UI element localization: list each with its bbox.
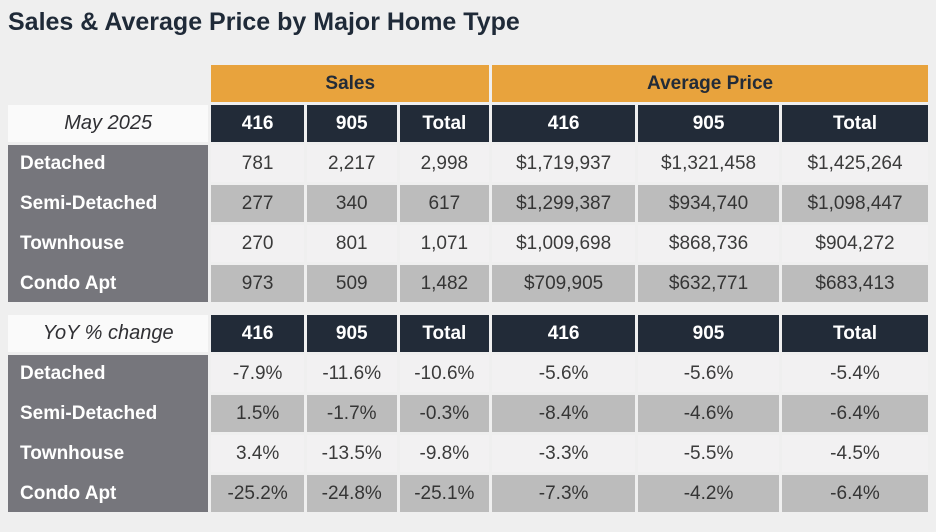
data-cell: -5.6% [638,355,779,392]
data-cell: $683,413 [782,265,928,302]
data-cell: 1.5% [211,395,304,432]
data-cell: $904,272 [782,225,928,262]
data-cell: 1,482 [399,265,490,302]
group-header-row: Sales Average Price [8,65,928,102]
sales-average-price-table: Sales Average Price May 2025 416 905 Tot… [5,62,931,305]
table-row: 1.5% -1.7% -0.3% -8.4% -4.6% -6.4% [8,395,928,432]
data-cell: $1,321,458 [638,145,779,182]
data-cell: -6.4% [782,395,928,432]
row-label: Semi-Detached [20,192,158,214]
data-cell: $868,736 [638,225,779,262]
data-cell: $1,719,937 [492,145,636,182]
data-cell: -0.3% [399,395,490,432]
table-row: Detached Semi-Detached Townhouse Condo A… [8,355,928,512]
data-cell: -24.8% [306,475,397,512]
data-cell: 617 [399,185,490,222]
column-header: 416 [492,315,636,352]
data-cell: 270 [211,225,304,262]
table-row: 277 340 617 $1,299,387 $934,740 $1,098,4… [8,185,928,222]
yoy-change-table: YoY % change 416 905 Total 416 905 Total… [5,312,931,515]
row-label-column: Detached Semi-Detached Townhouse Condo A… [8,145,209,302]
data-cell: -4.6% [638,395,779,432]
data-cell: -10.6% [399,355,490,392]
row-label: Condo Apt [20,482,117,504]
table-row: 270 801 1,071 $1,009,698 $868,736 $904,2… [8,225,928,262]
table-row: -25.2% -24.8% -25.1% -7.3% -4.2% -6.4% [8,475,928,512]
sales-group-header: Sales [211,65,490,102]
data-cell: $1,299,387 [492,185,636,222]
data-cell: -6.4% [782,475,928,512]
period-label: YoY % change [8,315,209,352]
data-cell: 2,217 [306,145,397,182]
data-cell: -7.9% [211,355,304,392]
row-label: Townhouse [20,442,125,464]
data-cell: -4.2% [638,475,779,512]
column-header-row: YoY % change 416 905 Total 416 905 Total [8,315,928,352]
column-header: 416 [492,105,636,142]
average-price-group-header: Average Price [492,65,928,102]
data-cell: $1,098,447 [782,185,928,222]
row-label: Detached [20,152,106,174]
table-row: Detached Semi-Detached Townhouse Condo A… [8,145,928,302]
data-cell: -9.8% [399,435,490,472]
data-cell: $1,425,264 [782,145,928,182]
data-cell: 2,998 [399,145,490,182]
data-cell: 801 [306,225,397,262]
row-label: Detached [20,362,106,384]
data-cell: 1,071 [399,225,490,262]
row-label-column: Detached Semi-Detached Townhouse Condo A… [8,355,209,512]
data-cell: 973 [211,265,304,302]
data-cell: $934,740 [638,185,779,222]
column-header: Total [782,315,928,352]
period-label: May 2025 [8,105,209,142]
blank-cell [8,65,208,102]
data-cell: 277 [211,185,304,222]
column-header: 905 [638,315,779,352]
data-cell: $709,905 [492,265,636,302]
data-cell: -25.2% [211,475,304,512]
data-cell: 340 [306,185,397,222]
data-cell: -25.1% [399,475,490,512]
data-cell: -1.7% [306,395,397,432]
data-cell: -3.3% [492,435,636,472]
data-cell: 781 [211,145,304,182]
column-header-row: May 2025 416 905 Total 416 905 Total [8,105,928,142]
column-header: 905 [306,105,397,142]
table-row: 3.4% -13.5% -9.8% -3.3% -5.5% -4.5% [8,435,928,472]
row-label: Townhouse [20,232,125,254]
data-cell: -5.4% [782,355,928,392]
column-header: Total [399,105,490,142]
data-cell: -5.6% [492,355,636,392]
data-cell: -7.3% [492,475,636,512]
data-cell: -5.5% [638,435,779,472]
column-header: Total [399,315,490,352]
data-cell: -4.5% [782,435,928,472]
data-cell: $632,771 [638,265,779,302]
table-row: 973 509 1,482 $709,905 $632,771 $683,413 [8,265,928,302]
row-label: Condo Apt [20,272,117,294]
row-label: Semi-Detached [20,402,158,424]
data-cell: $1,009,698 [492,225,636,262]
data-cell: 3.4% [211,435,304,472]
data-cell: 509 [306,265,397,302]
data-cell: -8.4% [492,395,636,432]
data-cell: -13.5% [306,435,397,472]
column-header: 905 [638,105,779,142]
column-header: Total [782,105,928,142]
column-header: 416 [211,315,304,352]
page-title: Sales & Average Price by Major Home Type [8,8,520,36]
column-header: 416 [211,105,304,142]
column-header: 905 [306,315,397,352]
data-cell: -11.6% [306,355,397,392]
